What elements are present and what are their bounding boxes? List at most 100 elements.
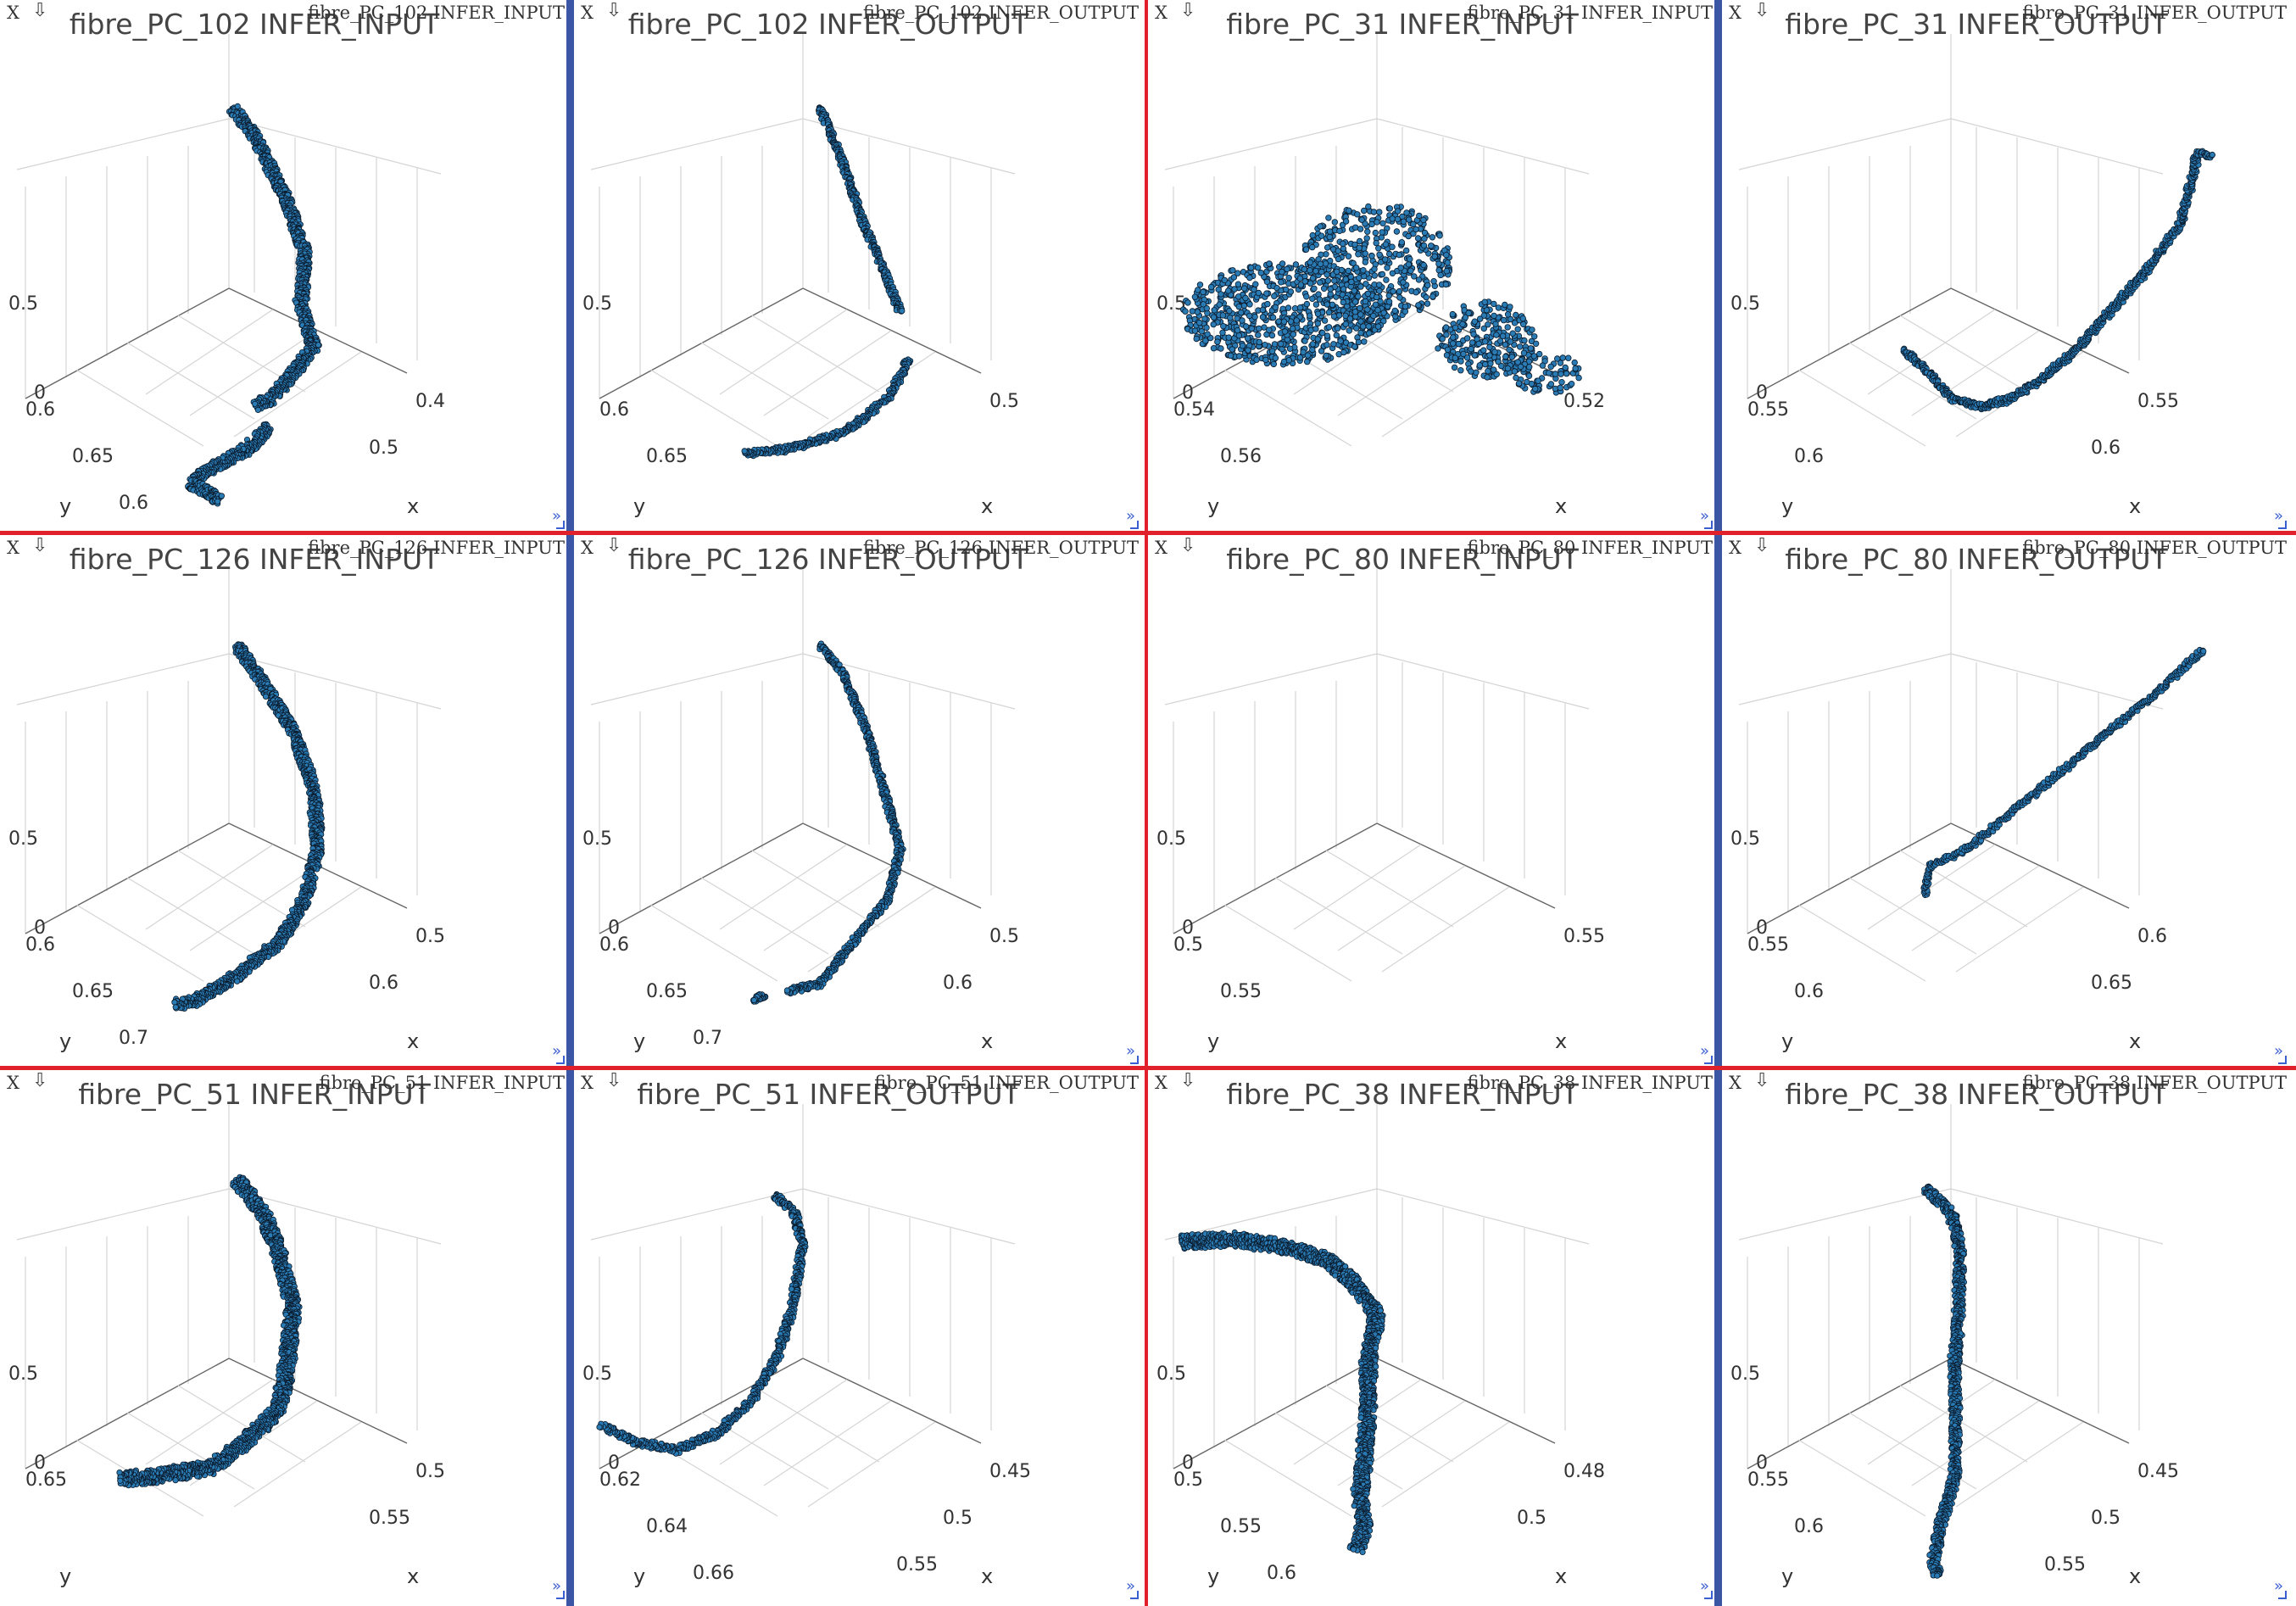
point-marker bbox=[1304, 352, 1312, 359]
point-marker bbox=[1476, 362, 1484, 369]
point-marker bbox=[1247, 265, 1255, 271]
tick-label-y: 0.6 bbox=[25, 399, 55, 421]
resize-handle[interactable] bbox=[1704, 521, 1713, 529]
close-button[interactable]: X bbox=[1729, 3, 1742, 23]
point-marker bbox=[1557, 360, 1564, 366]
point-marker bbox=[1357, 283, 1364, 290]
point-marker bbox=[1306, 312, 1313, 319]
axis-line-x bbox=[802, 287, 982, 374]
point-marker bbox=[1499, 332, 1507, 339]
resize-handle[interactable] bbox=[556, 521, 565, 529]
point-marker bbox=[1382, 241, 1390, 248]
point-marker bbox=[1507, 304, 1513, 310]
point-marker bbox=[1210, 314, 1218, 321]
point-marker bbox=[1407, 256, 1413, 263]
close-button[interactable]: X bbox=[1155, 3, 1168, 23]
point-marker bbox=[1471, 352, 1478, 359]
point-marker bbox=[1383, 276, 1390, 283]
point-marker bbox=[1411, 273, 1418, 280]
plot-title: fibre_PC_102 INFER_INPUT bbox=[70, 8, 440, 41]
point-marker bbox=[1546, 370, 1552, 376]
plot-window[interactable]: fibre_PC_126 INFER_INPUT 0.5 0 0.6 0.65 0.7 0.… bbox=[0, 535, 566, 1066]
tick-label-x: 0.4 bbox=[415, 391, 445, 412]
plot-window[interactable]: fibre_PC_31 INFER_OUTPUT 0.5 0 0.55 0.6 0.55 0… bbox=[1722, 0, 2288, 531]
plot-3d-scatter[interactable]: fibre_PC_31 INFER_INPUT0.500.540.560.52y… bbox=[1148, 0, 1714, 531]
plot-window[interactable]: fibre_PC_102 INFER_INPUT 0.5 0 0.6 0.65 0.6 0.… bbox=[0, 0, 566, 531]
plot-title: fibre_PC_31 INFER_OUTPUT bbox=[1785, 8, 2168, 41]
point-marker bbox=[1279, 260, 1286, 267]
point-marker bbox=[1227, 352, 1234, 360]
point-marker bbox=[1521, 337, 1528, 344]
download-arrow-icon[interactable]: ⇩ bbox=[32, 0, 48, 21]
download-arrow-icon[interactable]: ⇩ bbox=[1754, 0, 1770, 21]
point-marker bbox=[1191, 293, 1199, 300]
fibre-points bbox=[185, 103, 322, 507]
point-marker bbox=[1329, 301, 1336, 308]
point-marker bbox=[1529, 326, 1535, 333]
point-marker bbox=[1357, 329, 1364, 337]
point-marker bbox=[1360, 267, 1367, 274]
point-marker bbox=[1182, 308, 1189, 315]
point-marker bbox=[1196, 319, 1203, 326]
grid-line bbox=[1911, 330, 2040, 416]
point-marker bbox=[1480, 312, 1487, 319]
point-marker bbox=[1339, 240, 1346, 248]
close-button[interactable]: X bbox=[581, 3, 594, 23]
point-marker bbox=[1532, 385, 1539, 393]
plot-3d-scatter[interactable]: fibre_PC_31 INFER_OUTPUT0.500.550.60.550… bbox=[1722, 0, 2288, 531]
point-marker bbox=[1451, 364, 1458, 371]
plot-window[interactable]: fibre_PC_31 INFER_INPUT 0.5 0 0.54 0.56 0.52 y… bbox=[1148, 0, 1714, 531]
point-marker bbox=[1200, 301, 1207, 308]
point-marker bbox=[1280, 318, 1288, 325]
point-marker bbox=[1203, 324, 1210, 332]
download-arrow-icon[interactable]: ⇩ bbox=[1180, 0, 1196, 21]
point-marker bbox=[1371, 265, 1378, 272]
point-marker bbox=[1259, 314, 1267, 321]
plot-3d-scatter[interactable]: fibre_PC_126 INFER_INPUT0.500.60.650.70.… bbox=[0, 535, 566, 1066]
point-marker bbox=[1394, 215, 1402, 223]
resize-handle[interactable] bbox=[1130, 521, 1139, 529]
close-button[interactable]: X bbox=[7, 3, 20, 23]
plot-3d-scatter[interactable]: fibre_PC_102 INFER_INPUT0.500.60.650.60.… bbox=[0, 0, 566, 531]
more-icon[interactable]: » bbox=[2273, 507, 2283, 525]
point-marker bbox=[1211, 307, 1218, 314]
grid-line bbox=[1950, 118, 2164, 175]
tick-label-x: 0.5 bbox=[369, 438, 398, 459]
point-marker bbox=[1370, 209, 1378, 215]
download-arrow-icon[interactable]: ⇩ bbox=[606, 0, 622, 21]
point-marker bbox=[1452, 354, 1458, 361]
fibre-points bbox=[171, 641, 326, 1012]
point-marker bbox=[1372, 229, 1379, 237]
point-marker bbox=[1372, 301, 1379, 308]
point-marker bbox=[1575, 374, 1582, 382]
point-marker bbox=[1195, 287, 1201, 293]
resize-handle[interactable] bbox=[2278, 521, 2287, 529]
more-icon[interactable]: » bbox=[1699, 507, 1709, 525]
point-marker bbox=[1373, 239, 1379, 247]
point-marker bbox=[1331, 277, 1338, 284]
point-marker bbox=[1468, 339, 1476, 346]
point-marker bbox=[1324, 342, 1330, 349]
grid-line bbox=[802, 118, 1016, 175]
point-marker bbox=[1316, 296, 1324, 303]
point-marker bbox=[1342, 321, 1349, 327]
more-icon[interactable]: » bbox=[1125, 507, 1135, 525]
plot-window[interactable]: fibre_PC_102 INFER_OUTPUT 0.5 0.6 0.65 0.5 y x… bbox=[574, 0, 1140, 531]
point-marker bbox=[1325, 215, 1332, 221]
axis-label-x: x bbox=[407, 494, 419, 518]
point-marker bbox=[1325, 309, 1333, 316]
point-marker bbox=[1285, 275, 1292, 282]
point-marker bbox=[1309, 341, 1317, 348]
point-marker bbox=[1374, 323, 1382, 330]
point-marker bbox=[1435, 260, 1442, 267]
point-marker bbox=[1337, 337, 1344, 344]
point-marker bbox=[1340, 286, 1347, 293]
point-marker bbox=[1547, 381, 1555, 388]
point-marker bbox=[1269, 314, 1277, 321]
more-icon[interactable]: » bbox=[551, 507, 561, 525]
point-marker bbox=[1365, 203, 1372, 210]
tick-label-z: 0 bbox=[1756, 382, 1768, 404]
grid-line bbox=[145, 309, 274, 395]
point-marker bbox=[1376, 282, 1383, 288]
